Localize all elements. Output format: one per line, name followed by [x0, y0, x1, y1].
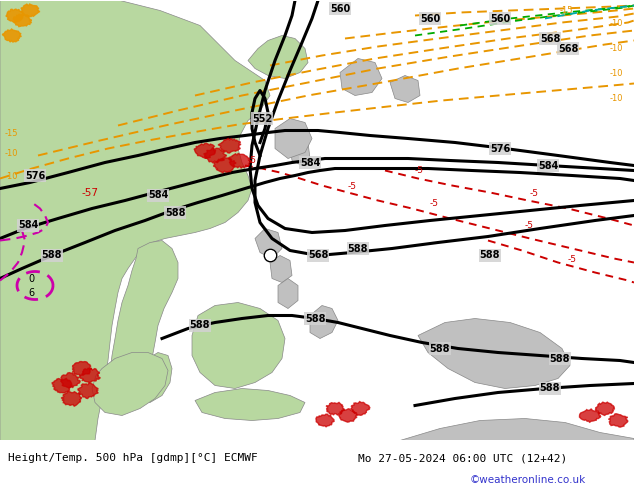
Text: -10: -10 [610, 94, 623, 102]
Polygon shape [108, 241, 178, 406]
Text: -5: -5 [248, 155, 257, 165]
Text: 560: 560 [490, 14, 510, 24]
Polygon shape [194, 143, 216, 158]
Polygon shape [248, 35, 308, 78]
Text: -5: -5 [530, 189, 539, 197]
Text: -15: -15 [560, 5, 574, 15]
Text: -10: -10 [610, 44, 623, 52]
Polygon shape [400, 418, 634, 441]
Polygon shape [21, 4, 40, 17]
Polygon shape [275, 119, 312, 158]
Text: 576: 576 [490, 144, 510, 153]
Text: 584: 584 [300, 157, 320, 168]
Text: 560: 560 [330, 3, 350, 14]
Text: -5: -5 [430, 198, 439, 207]
Text: 6: 6 [28, 288, 34, 297]
Polygon shape [92, 352, 168, 416]
Text: 588: 588 [480, 250, 500, 261]
Polygon shape [136, 352, 172, 402]
Text: 588: 588 [42, 250, 62, 261]
Polygon shape [13, 14, 32, 26]
Text: Height/Temp. 500 hPa [gdmp][°C] ECMWF: Height/Temp. 500 hPa [gdmp][°C] ECMWF [8, 453, 258, 463]
Text: -10: -10 [610, 69, 623, 77]
Polygon shape [418, 318, 570, 389]
Text: 588: 588 [190, 320, 210, 330]
Text: 560: 560 [420, 14, 440, 24]
Text: -5: -5 [415, 166, 424, 174]
Text: -5: -5 [568, 255, 577, 265]
Polygon shape [270, 255, 292, 283]
Polygon shape [72, 362, 92, 376]
Polygon shape [340, 58, 382, 96]
Text: 584: 584 [538, 161, 558, 171]
Polygon shape [61, 372, 80, 388]
Text: -10: -10 [610, 19, 623, 27]
Text: -10: -10 [5, 172, 18, 180]
Text: 584: 584 [18, 220, 38, 230]
Polygon shape [579, 409, 600, 422]
Text: -57: -57 [82, 188, 99, 197]
Text: 552: 552 [252, 114, 272, 123]
Text: 588: 588 [540, 384, 560, 393]
Text: ©weatheronline.co.uk: ©weatheronline.co.uk [470, 475, 586, 485]
Polygon shape [595, 402, 615, 416]
Polygon shape [195, 389, 305, 420]
Text: 568: 568 [308, 250, 328, 261]
Text: 568: 568 [540, 33, 560, 44]
Text: 568: 568 [558, 44, 578, 53]
Polygon shape [316, 414, 334, 427]
Text: 588: 588 [348, 244, 368, 253]
Polygon shape [339, 409, 357, 422]
Polygon shape [78, 383, 98, 398]
Text: -15: -15 [5, 128, 18, 138]
Polygon shape [278, 278, 298, 309]
Polygon shape [609, 414, 628, 427]
Polygon shape [6, 9, 24, 22]
Text: 576: 576 [25, 171, 45, 180]
Text: -5: -5 [525, 221, 534, 230]
Polygon shape [61, 392, 82, 406]
Polygon shape [80, 368, 100, 383]
Polygon shape [213, 157, 236, 173]
Text: 0: 0 [28, 274, 34, 285]
Text: 588: 588 [305, 314, 325, 323]
Text: 588: 588 [550, 353, 570, 364]
Text: 588: 588 [165, 207, 185, 218]
Text: -5: -5 [348, 181, 357, 191]
Polygon shape [52, 378, 72, 393]
Polygon shape [3, 29, 22, 42]
Polygon shape [390, 75, 420, 102]
Polygon shape [229, 153, 252, 168]
Text: 584: 584 [148, 191, 168, 200]
Polygon shape [0, 0, 270, 441]
Polygon shape [290, 139, 310, 166]
Polygon shape [326, 402, 344, 415]
Text: -10: -10 [5, 148, 18, 157]
Polygon shape [351, 402, 370, 416]
Polygon shape [192, 302, 285, 389]
Polygon shape [310, 305, 338, 339]
Text: 588: 588 [430, 343, 450, 353]
Polygon shape [204, 148, 227, 163]
Text: Mo 27-05-2024 06:00 UTC (12+42): Mo 27-05-2024 06:00 UTC (12+42) [358, 453, 567, 463]
Polygon shape [218, 139, 241, 153]
Polygon shape [255, 228, 282, 259]
